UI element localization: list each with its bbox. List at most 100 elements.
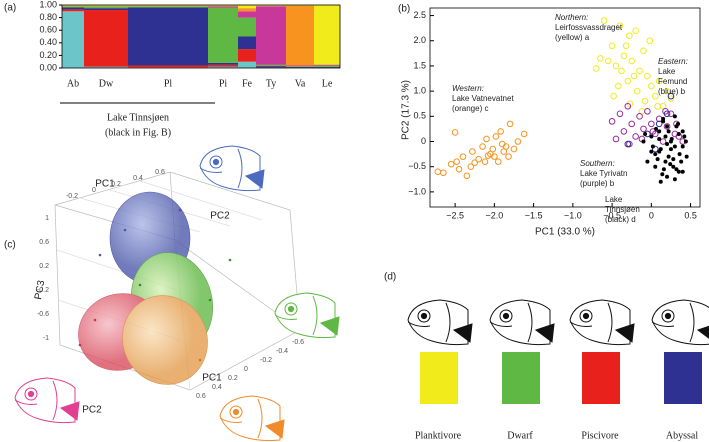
membership-bar [84, 66, 128, 68]
point [469, 148, 476, 155]
axis-label-3d: PC3 [33, 279, 47, 300]
point [644, 107, 651, 115]
point-3d [93, 318, 97, 322]
point [663, 134, 668, 139]
point [663, 110, 671, 118]
point [646, 37, 654, 45]
fish-outline [651, 299, 709, 346]
membership-bar [62, 6, 84, 8]
tick-label-3d: -0.6 [37, 311, 49, 318]
panel-label: (a) [4, 3, 16, 14]
point [649, 134, 654, 139]
point [645, 159, 650, 164]
y-tick-label: 0.5 [413, 111, 426, 121]
fish-head [569, 299, 635, 346]
point [654, 102, 661, 110]
x-tick-label: −1.0 [564, 210, 582, 220]
point [475, 155, 482, 163]
point [514, 138, 522, 145]
pupil [420, 312, 428, 320]
membership-bar [256, 66, 286, 68]
point [479, 143, 486, 150]
y-axis-title: PC2 (17.3 %) [401, 80, 412, 140]
annotation-name: Eastern: [658, 57, 688, 66]
point [644, 72, 651, 80]
point [674, 167, 679, 172]
point [620, 52, 628, 60]
annotation-note: (orange) c [452, 104, 488, 113]
point [655, 120, 663, 128]
panel-label: (d) [384, 272, 396, 283]
x-tick-label: −0.5 [603, 210, 621, 220]
annotation-note: (yellow) a [555, 33, 590, 42]
point [502, 143, 510, 150]
fish-outline [14, 377, 76, 424]
point [663, 123, 671, 130]
point-3d [138, 283, 142, 287]
point [671, 157, 676, 162]
fish-outline [569, 299, 631, 346]
morph-label: Piscivore [581, 430, 619, 441]
fin [244, 169, 265, 189]
pupil [212, 158, 220, 166]
axis-label-3d: PC1 [95, 179, 115, 190]
panel-label: (c) [4, 240, 16, 251]
point [467, 163, 475, 170]
membership-bar [84, 10, 128, 67]
scatter-3d [78, 208, 232, 362]
membership-bar [208, 62, 238, 65]
fin [534, 323, 555, 343]
pupil [582, 312, 590, 320]
point [653, 152, 658, 157]
point [440, 169, 447, 177]
y-tick-label: −1.0 [408, 186, 426, 196]
point [657, 136, 662, 141]
membership-bar [238, 61, 256, 68]
fish-head [489, 299, 555, 346]
panel-label: (b) [398, 4, 410, 15]
point [641, 97, 649, 105]
point [672, 177, 677, 182]
axis-label-3d: PC2 [82, 405, 102, 416]
point [684, 154, 689, 159]
annotation-name: Southern: [580, 159, 615, 168]
point [671, 164, 676, 169]
gill [527, 302, 533, 343]
point [672, 114, 677, 119]
y-tick-label: 0.80 [39, 12, 57, 22]
mouth [14, 399, 38, 405]
membership-bar [208, 7, 238, 63]
y-tick-label: 0.00 [39, 62, 57, 72]
point [655, 157, 660, 162]
category-label: Pi [219, 78, 228, 89]
tick-label-3d: 0.2 [228, 375, 238, 382]
point [459, 153, 467, 160]
annotation-note: (purple) b [580, 179, 615, 188]
eye [284, 302, 298, 316]
membership-bar [256, 64, 286, 67]
membership-bar [314, 66, 340, 68]
plot-frame [429, 7, 701, 208]
membership-bar [238, 11, 256, 18]
membership-bar [128, 65, 208, 68]
fin [696, 325, 709, 339]
mouth [274, 314, 298, 320]
point [600, 17, 608, 24]
point [608, 118, 616, 125]
mouth [489, 321, 513, 327]
point [491, 153, 498, 160]
fish-orange [219, 395, 285, 442]
annotation-note: Tinnsjøen [605, 205, 640, 214]
pupil [287, 305, 295, 313]
point [636, 67, 643, 75]
point [669, 136, 674, 141]
tick-label-3d: 1 [45, 215, 49, 222]
pupil [232, 408, 240, 416]
membership-bar [208, 66, 238, 68]
point [680, 129, 685, 134]
point [667, 92, 675, 100]
membership-bar [286, 65, 314, 67]
point [463, 172, 471, 180]
point [451, 129, 459, 136]
